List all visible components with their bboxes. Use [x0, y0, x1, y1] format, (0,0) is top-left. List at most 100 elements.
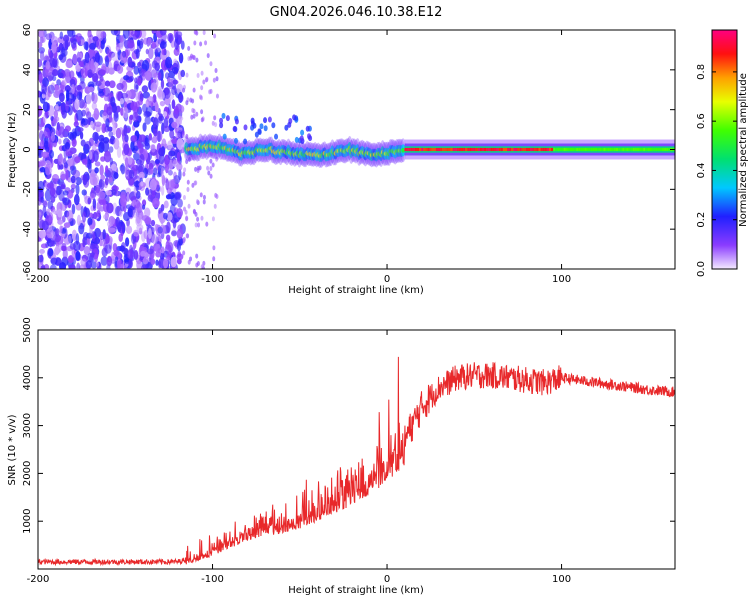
- noise-cell: [146, 96, 155, 103]
- noise-cell: [90, 261, 98, 269]
- noise-cell: [113, 111, 119, 123]
- noise-cell: [69, 165, 75, 171]
- noise-cell: [121, 80, 128, 93]
- noise-cell: [178, 105, 185, 114]
- noise-cell: [128, 169, 135, 179]
- burst-cell: [219, 122, 224, 129]
- noise-cell: [125, 187, 132, 194]
- noise-cell: [63, 162, 69, 169]
- noise-cell: [38, 261, 41, 269]
- noise-cell: [139, 38, 144, 46]
- noise-cell: [87, 197, 92, 205]
- carrier-cell: [569, 147, 572, 152]
- snr-x-tick-label: 0: [384, 574, 390, 585]
- noise-cell: [117, 222, 122, 232]
- burst-cell: [267, 116, 272, 123]
- noise-cell: [186, 187, 190, 193]
- carrier-cell: [540, 147, 543, 152]
- noise-cell: [97, 91, 105, 97]
- carrier-cell: [626, 147, 629, 152]
- noise-cell: [89, 173, 96, 186]
- carrier-cell: [438, 147, 441, 152]
- noise-cell: [194, 180, 198, 186]
- noise-cell: [67, 157, 74, 166]
- noise-cell: [130, 101, 138, 111]
- noise-cell: [102, 109, 108, 117]
- snr-x-tick-label: 100: [552, 574, 571, 585]
- noise-cell: [157, 71, 162, 81]
- noise-cell: [193, 40, 197, 46]
- noise-cell: [98, 69, 106, 75]
- noise-cell: [119, 245, 125, 252]
- noise-cell: [182, 250, 186, 256]
- noise-cell: [115, 44, 121, 52]
- noise-cell: [76, 84, 82, 91]
- snr-series-line: [38, 356, 675, 567]
- noise-cell: [72, 53, 78, 65]
- noise-cell: [89, 242, 96, 250]
- noise-cell: [106, 202, 114, 214]
- noise-cell: [90, 193, 95, 200]
- burst-cell: [271, 122, 276, 129]
- noise-cell: [148, 162, 154, 171]
- noise-cell: [66, 209, 74, 222]
- carrier-cell: [406, 147, 409, 152]
- noise-cell: [163, 125, 171, 133]
- noise-cell: [90, 58, 94, 70]
- carrier-cell: [408, 147, 411, 152]
- colorbar: 0.0 0.2 0.4 0.6 0.8 Normalized spectral ampl…: [696, 29, 749, 277]
- noise-cell: [91, 230, 96, 243]
- noise-cell: [38, 230, 47, 239]
- carrier-cell: [477, 147, 480, 152]
- noise-cell: [200, 85, 204, 91]
- noise-cell: [76, 262, 81, 269]
- noise-cell: [171, 159, 179, 165]
- noise-cell: [193, 209, 197, 215]
- noise-cell: [60, 101, 66, 113]
- noise-cell: [75, 250, 81, 261]
- noise-cell: [174, 192, 181, 201]
- noise-cell: [213, 115, 217, 121]
- noise-cell: [78, 60, 84, 68]
- noise-cell: [158, 113, 163, 119]
- noise-cell: [154, 158, 161, 165]
- noise-cell: [175, 31, 183, 38]
- carrier-cell: [500, 147, 503, 152]
- noise-cell: [159, 252, 165, 260]
- carrier-cell: [659, 147, 662, 152]
- snr-x-ticks: -200 -100 0 100: [27, 330, 571, 585]
- carrier-cell: [613, 147, 616, 152]
- noise-cell: [211, 162, 215, 168]
- noise-cell: [136, 223, 144, 232]
- noise-cell: [209, 166, 213, 172]
- noise-cell: [98, 179, 105, 190]
- noise-cell: [52, 209, 59, 215]
- noise-cell: [81, 211, 87, 223]
- noise-cell: [119, 35, 124, 43]
- colorbar-tick-label: 0.0: [696, 261, 707, 277]
- carrier-cell: [565, 147, 568, 152]
- carrier-cell: [525, 147, 528, 152]
- noise-cell: [55, 103, 59, 111]
- noise-cell: [165, 56, 173, 69]
- spectrogram-x-tick-label: -200: [27, 274, 50, 285]
- noise-cell: [143, 207, 151, 218]
- noise-cell: [189, 256, 193, 262]
- noise-cell: [154, 102, 159, 113]
- noise-cell: [195, 111, 199, 117]
- noise-cell: [186, 179, 190, 185]
- noise-cell: [167, 140, 173, 150]
- noise-cell: [192, 113, 196, 119]
- noise-cell: [163, 258, 169, 269]
- noise-cell: [100, 30, 107, 39]
- noise-cell: [51, 69, 59, 77]
- carrier-cell: [444, 147, 447, 152]
- noise-cell: [73, 194, 80, 206]
- noise-cell: [168, 103, 172, 116]
- noise-cell: [63, 222, 71, 228]
- carrier-cell: [521, 147, 524, 152]
- noise-cell: [169, 129, 175, 139]
- carrier-cell: [655, 147, 658, 152]
- noise-cell: [57, 208, 63, 218]
